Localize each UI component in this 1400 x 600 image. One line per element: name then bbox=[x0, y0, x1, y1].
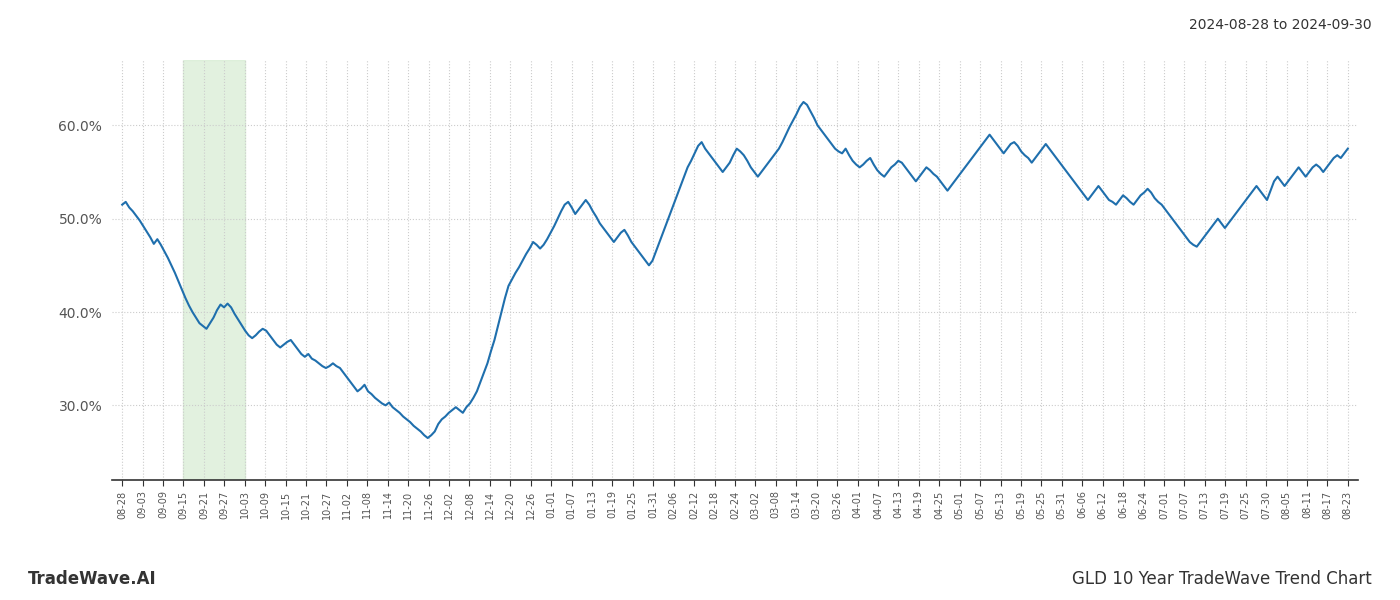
Bar bbox=[183, 60, 245, 480]
Text: TradeWave.AI: TradeWave.AI bbox=[28, 570, 157, 588]
Text: 2024-08-28 to 2024-09-30: 2024-08-28 to 2024-09-30 bbox=[1190, 18, 1372, 32]
Text: GLD 10 Year TradeWave Trend Chart: GLD 10 Year TradeWave Trend Chart bbox=[1072, 570, 1372, 588]
